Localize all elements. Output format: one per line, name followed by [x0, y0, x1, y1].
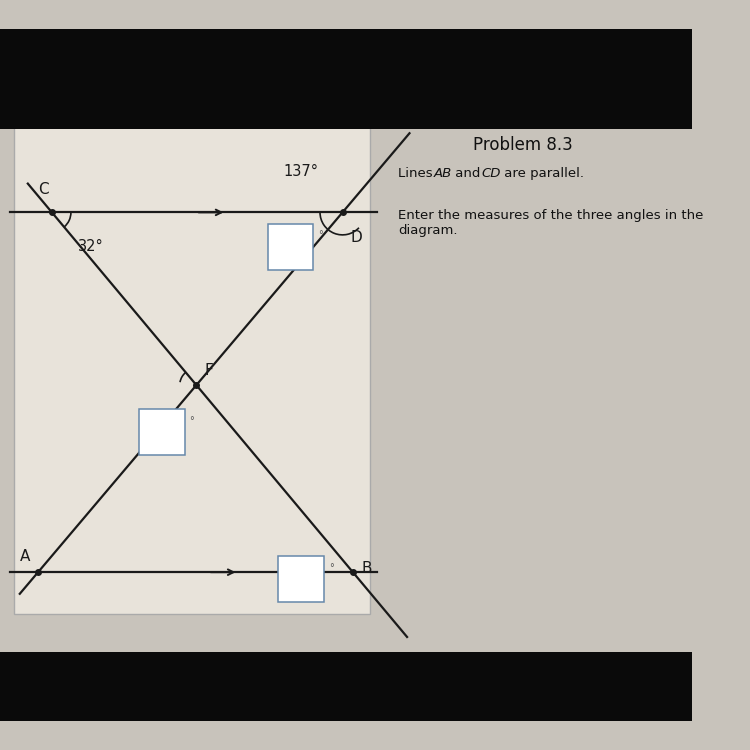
Text: Lines: Lines	[398, 167, 436, 181]
Text: D: D	[351, 230, 362, 244]
Text: A: A	[20, 549, 30, 564]
Text: °: °	[328, 562, 334, 573]
Text: C: C	[38, 182, 49, 197]
Text: AB: AB	[433, 167, 452, 181]
Bar	[13, 119, 370, 614]
Bar	[139, 410, 184, 455]
Text: B: B	[362, 561, 372, 576]
Bar	[0, 652, 692, 721]
Text: are parallel.: are parallel.	[500, 167, 584, 181]
Text: 137°: 137°	[284, 164, 319, 179]
Text: °: °	[318, 230, 323, 241]
Text: and: and	[451, 167, 484, 181]
Bar	[278, 556, 324, 602]
Text: F: F	[205, 363, 214, 378]
Text: 32°: 32°	[78, 238, 104, 254]
Text: Enter the measures of the three angles in the diagram.: Enter the measures of the three angles i…	[398, 209, 704, 237]
Text: °: °	[190, 416, 194, 426]
Text: Problem 8.3: Problem 8.3	[472, 136, 572, 154]
Bar	[268, 224, 314, 270]
Bar	[0, 29, 692, 129]
Text: CD: CD	[482, 167, 501, 181]
